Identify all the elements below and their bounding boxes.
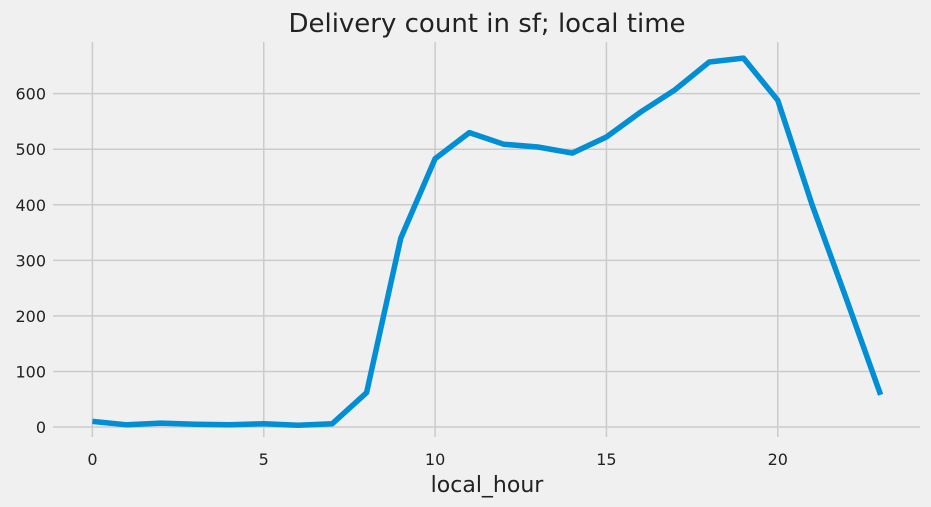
y-tick-label: 600 bbox=[15, 85, 46, 104]
x-tick-label: 5 bbox=[259, 450, 269, 469]
x-tick-label: 20 bbox=[768, 450, 788, 469]
y-tick-label: 400 bbox=[15, 196, 46, 215]
y-tick-label: 100 bbox=[15, 362, 46, 381]
x-axis-label: local_hour bbox=[431, 473, 545, 498]
y-tick-label: 300 bbox=[15, 251, 46, 270]
y-tick-label: 500 bbox=[15, 140, 46, 159]
series-line bbox=[92, 55, 884, 429]
x-tick-label: 10 bbox=[425, 450, 445, 469]
y-tick-label: 200 bbox=[15, 307, 46, 326]
chart-title: Delivery count in sf; local time bbox=[288, 9, 685, 39]
x-tick-label: 0 bbox=[87, 450, 97, 469]
grid-lines bbox=[53, 42, 920, 437]
y-tick-label: 0 bbox=[36, 418, 46, 437]
x-tick-label: 15 bbox=[596, 450, 616, 469]
